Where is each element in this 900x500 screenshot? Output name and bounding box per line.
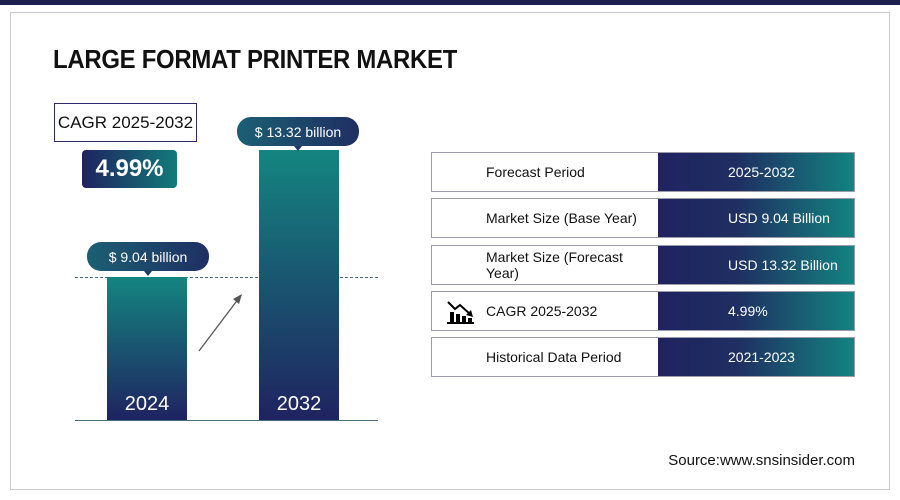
row-label: Market Size (Base Year)	[486, 210, 637, 226]
table-row: Forecast Period 2025-2032	[431, 152, 855, 192]
page-title: LARGE FORMAT PRINTER MARKET	[53, 44, 458, 74]
table-row: Historical Data Period 2021-2023	[431, 337, 855, 377]
row-value: 2025-2032	[658, 153, 854, 191]
cagr-label: CAGR 2025-2032	[54, 103, 197, 142]
row-value: USD 9.04 Billion	[658, 199, 854, 237]
row-value: 4.99%	[658, 292, 854, 330]
value-bubble-2024: $ 9.04 billion	[87, 242, 209, 276]
row-value: USD 13.32 Billion	[658, 246, 854, 284]
table-row: Market Size (Base Year) USD 9.04 Billion	[431, 198, 855, 238]
row-value: 2021-2023	[658, 338, 854, 376]
table-row: Market Size (Forecast Year) USD 13.32 Bil…	[431, 245, 855, 285]
baseline	[75, 420, 378, 421]
row-label: Market Size (Forecast Year)	[486, 249, 623, 281]
value-bubble-2032: $ 13.32 billion	[237, 117, 359, 151]
row-label: Historical Data Period	[486, 349, 622, 365]
cagr-value: 4.99%	[82, 150, 177, 188]
dashed-line	[75, 277, 378, 278]
top-bar	[0, 0, 900, 5]
bar-2024: 2024	[107, 277, 187, 420]
frame	[10, 12, 890, 490]
growth-arrow-icon	[198, 294, 242, 352]
source-text: Source:www.snsinsider.com	[668, 452, 855, 469]
row-label-text: CAGR 2025-2032	[486, 303, 598, 319]
chart-decline-icon	[447, 301, 474, 324]
row-label: CAGR 2025-2032	[432, 292, 658, 330]
row-label: Forecast Period	[486, 164, 585, 180]
bar-2032: 2032	[259, 150, 339, 420]
table-row: CAGR 2025-2032 4.99%	[431, 291, 855, 331]
